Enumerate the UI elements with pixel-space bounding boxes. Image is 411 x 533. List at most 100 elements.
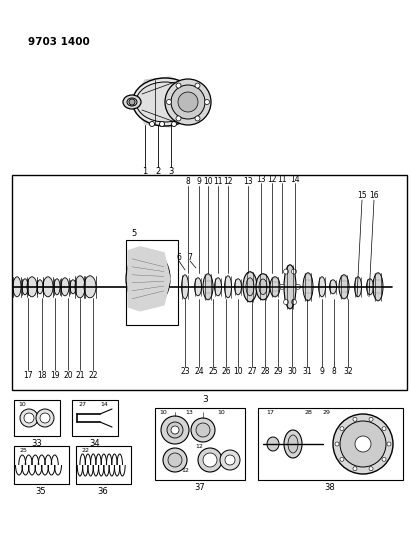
Circle shape — [171, 426, 179, 434]
Ellipse shape — [235, 279, 242, 295]
Text: 6: 6 — [177, 254, 181, 262]
Ellipse shape — [70, 280, 76, 294]
Text: 12: 12 — [223, 177, 233, 187]
Text: 27: 27 — [78, 401, 86, 407]
Text: 19: 19 — [50, 370, 60, 379]
Text: 21: 21 — [75, 370, 85, 379]
Ellipse shape — [126, 250, 170, 308]
Ellipse shape — [256, 274, 270, 300]
Ellipse shape — [132, 78, 198, 126]
Ellipse shape — [355, 277, 362, 297]
Ellipse shape — [132, 257, 164, 301]
Text: 12: 12 — [181, 467, 189, 472]
Ellipse shape — [203, 274, 213, 300]
Text: 33: 33 — [32, 440, 42, 448]
Ellipse shape — [373, 273, 383, 301]
Text: 1: 1 — [142, 167, 148, 176]
Circle shape — [178, 92, 198, 112]
Circle shape — [24, 413, 34, 423]
Text: 3: 3 — [202, 395, 208, 405]
Ellipse shape — [367, 279, 374, 295]
Text: 12: 12 — [195, 443, 203, 448]
Circle shape — [387, 442, 391, 446]
Ellipse shape — [54, 279, 60, 295]
Text: 10: 10 — [233, 367, 243, 376]
Text: 27: 27 — [247, 367, 257, 376]
Text: 3: 3 — [169, 167, 174, 176]
Text: 30: 30 — [287, 367, 297, 376]
Circle shape — [353, 467, 357, 471]
Bar — [76, 446, 131, 484]
Circle shape — [161, 416, 189, 444]
Circle shape — [296, 284, 300, 289]
Circle shape — [353, 417, 357, 421]
Circle shape — [284, 269, 289, 274]
Text: 37: 37 — [195, 483, 206, 492]
Ellipse shape — [22, 279, 28, 295]
Text: 5: 5 — [132, 229, 136, 238]
Ellipse shape — [267, 437, 279, 451]
Circle shape — [382, 427, 386, 431]
Text: 10: 10 — [217, 409, 225, 415]
Ellipse shape — [288, 435, 298, 453]
Circle shape — [340, 421, 386, 467]
Ellipse shape — [127, 98, 137, 106]
Text: 14: 14 — [100, 401, 108, 407]
Ellipse shape — [123, 95, 141, 109]
Ellipse shape — [13, 277, 21, 297]
Text: 8: 8 — [186, 177, 190, 187]
Circle shape — [333, 414, 393, 474]
Circle shape — [129, 99, 135, 105]
Circle shape — [284, 300, 289, 304]
Ellipse shape — [194, 278, 201, 296]
Circle shape — [143, 274, 153, 284]
Circle shape — [220, 450, 240, 470]
Bar — [155, 408, 245, 480]
Circle shape — [171, 85, 205, 119]
Circle shape — [291, 300, 296, 304]
Text: 29: 29 — [322, 410, 330, 416]
Text: 11: 11 — [277, 174, 287, 183]
Text: 14: 14 — [290, 174, 300, 183]
Circle shape — [150, 122, 155, 126]
Circle shape — [195, 116, 200, 121]
Ellipse shape — [303, 273, 313, 301]
Ellipse shape — [284, 265, 296, 309]
Circle shape — [340, 427, 344, 431]
Ellipse shape — [246, 278, 254, 296]
Ellipse shape — [270, 277, 280, 297]
Circle shape — [196, 423, 210, 437]
Bar — [258, 408, 403, 480]
Ellipse shape — [259, 279, 267, 295]
Text: 7: 7 — [187, 254, 192, 262]
Circle shape — [168, 453, 182, 467]
Text: 29: 29 — [273, 367, 283, 376]
Ellipse shape — [330, 280, 337, 294]
Circle shape — [176, 116, 181, 121]
Text: 35: 35 — [36, 487, 46, 496]
Ellipse shape — [319, 277, 326, 297]
Text: 17: 17 — [23, 370, 33, 379]
Text: 13: 13 — [243, 177, 253, 187]
Text: 31: 31 — [302, 367, 312, 376]
Circle shape — [382, 457, 386, 461]
Text: 12: 12 — [267, 174, 277, 183]
Text: 28: 28 — [304, 410, 312, 416]
Bar — [72, 400, 118, 436]
Text: 22: 22 — [88, 370, 98, 379]
Circle shape — [20, 409, 38, 427]
Text: 32: 32 — [343, 367, 353, 376]
Circle shape — [166, 100, 171, 104]
Text: 8: 8 — [332, 367, 336, 376]
Ellipse shape — [75, 276, 85, 298]
Ellipse shape — [84, 276, 96, 298]
Ellipse shape — [339, 275, 349, 299]
Text: 13: 13 — [185, 409, 193, 415]
Text: 15: 15 — [357, 191, 367, 200]
Text: 36: 36 — [98, 487, 109, 496]
Circle shape — [195, 83, 200, 88]
Circle shape — [340, 457, 344, 461]
Text: 18: 18 — [37, 370, 47, 379]
Polygon shape — [132, 77, 190, 127]
Text: 20: 20 — [63, 370, 73, 379]
